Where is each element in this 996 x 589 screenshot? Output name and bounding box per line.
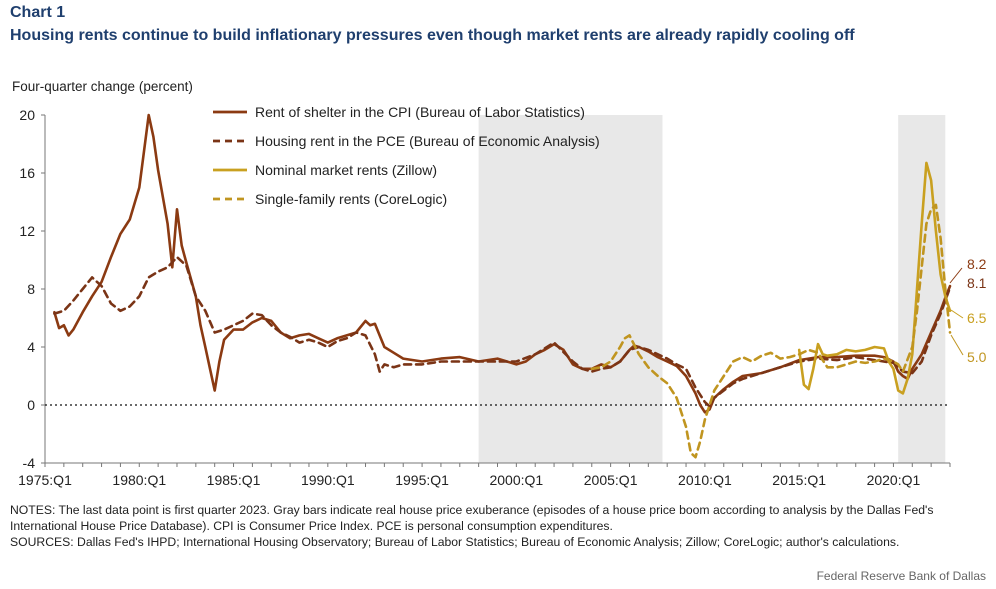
x-tick-label: 2015:Q1 [772,472,826,488]
x-tick-label: 1975:Q1 [18,472,72,488]
y-tick-label: 20 [19,107,35,123]
legend-label-pce: Housing rent in the PCE (Bureau of Econo… [255,133,600,149]
x-tick-label: 2010:Q1 [678,472,732,488]
x-tick-label: 1995:Q1 [395,472,449,488]
y-tick-label: -4 [23,455,36,471]
y-tick-label: 4 [27,339,35,355]
sources-text: SOURCES: Dallas Fed's IHPD; Internationa… [10,535,900,549]
legend-label-corelogic: Single-family rents (CoreLogic) [255,191,447,207]
end-label-leader-corelogic [950,334,964,356]
shaded-period-1 [898,115,946,463]
x-tick-label: 2005:Q1 [584,472,638,488]
notes-block: NOTES: The last data point is first quar… [10,502,985,550]
y-tick-label: 8 [27,281,35,297]
legend-label-cpi: Rent of shelter in the CPI (Bureau of La… [255,104,585,120]
y-tick-label: 12 [19,223,35,239]
x-tick-label: 2000:Q1 [489,472,543,488]
legend-label-zillow: Nominal market rents (Zillow) [255,162,437,178]
series-line-pce [53,255,952,408]
x-tick-label: 1985:Q1 [207,472,261,488]
end-label-pce: 8.1 [967,275,987,291]
y-tick-label: 0 [27,397,35,413]
end-label-leader-cpi [949,267,963,284]
y-tick-label: 16 [19,165,35,181]
end-label-cpi: 8.2 [967,256,987,272]
series-line-corelogic [590,203,952,459]
x-tick-label: 2020:Q1 [867,472,921,488]
notes-text: NOTES: The last data point is first quar… [10,503,934,533]
shaded-period-0 [478,115,663,463]
chart-label: Chart 1 [10,4,66,21]
series-line-zillow [797,161,952,395]
x-tick-label: 1990:Q1 [301,472,355,488]
end-label-corelogic: 5.0 [967,349,987,365]
end-label-zillow: 6.5 [967,310,987,326]
y-axis-caption: Four-quarter change (percent) [12,79,193,94]
x-tick-label: 1980:Q1 [112,472,166,488]
end-label-leader-zillow [950,309,964,319]
chart-title: Housing rents continue to build inflatio… [10,27,855,44]
chart-svg: -4 0 4 8 12 16 20 1975:Q1 1980:Q1 1985:Q1 1990:Q1 1… [18,104,987,488]
footer-credit: Federal Reserve Bank of Dallas [816,569,986,583]
